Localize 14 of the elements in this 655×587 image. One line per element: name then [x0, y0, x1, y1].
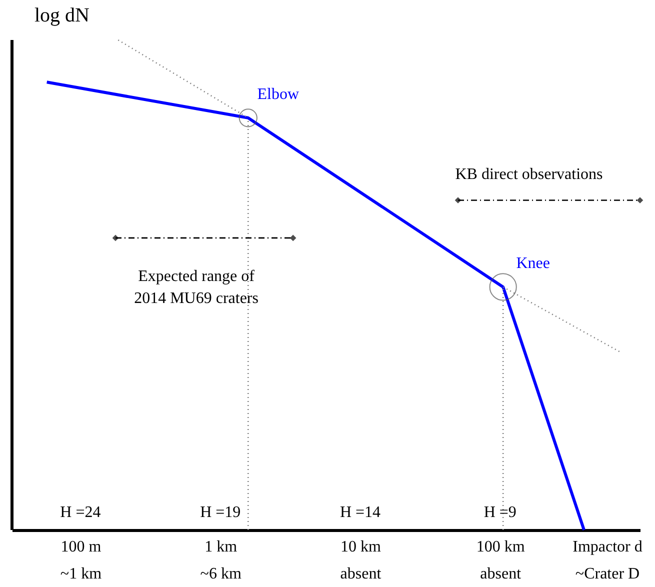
annotation: H =19 — [200, 504, 241, 521]
x-tick-label: 1 km ~6 km — [200, 538, 242, 582]
x-tick-label: 100 m ~1 km — [60, 538, 102, 582]
x-axis-title: Impactor d ~Crater D — [572, 538, 642, 582]
annotation: Elbow — [257, 86, 300, 103]
annotation: KB direct observations — [455, 166, 603, 184]
x-tick-label: 100 km absent — [476, 538, 526, 582]
annotation: Knee — [516, 254, 550, 272]
annotation: H =14 — [340, 504, 381, 521]
annotation: H =24 — [60, 504, 101, 521]
annotation: Expected range of 2014 MU69 craters — [134, 268, 258, 307]
annotation: H =9 — [484, 504, 516, 521]
x-tick-label: 10 km absent — [340, 538, 382, 582]
y-axis-title: log dN — [34, 4, 90, 26]
